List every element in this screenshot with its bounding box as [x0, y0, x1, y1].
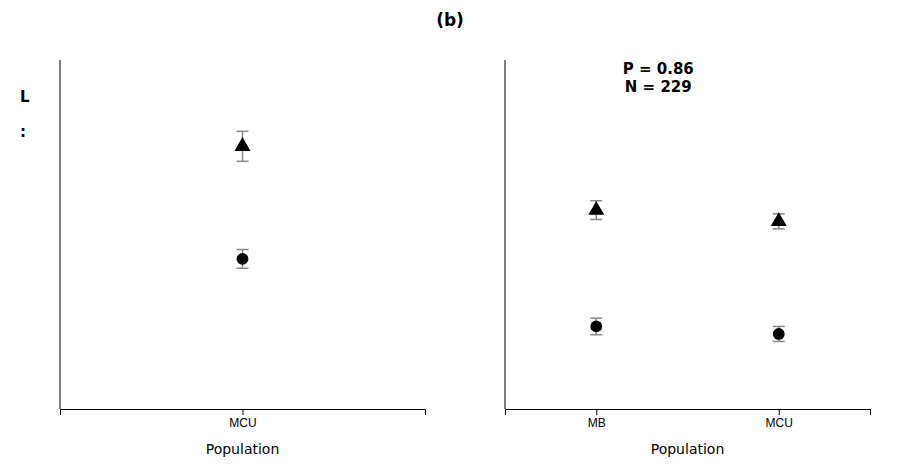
series — [235, 131, 251, 161]
chart-root: MCU Population L: (b) MB MCU Population P = 0.8… — [0, 0, 900, 474]
point — [773, 328, 785, 340]
series — [237, 250, 249, 269]
annotation-line: N = 229 — [625, 78, 692, 96]
y-axis-line — [60, 60, 61, 409]
point — [588, 201, 604, 215]
annotation: P = 0.86N = 229 — [623, 60, 694, 96]
panel: MB MCU Population P = 0.86N = 229 — [505, 60, 871, 457]
error-bar-cap — [590, 219, 602, 221]
series — [590, 318, 785, 341]
x-axis-line — [61, 410, 426, 416]
x-label: Population — [206, 441, 280, 457]
x-tick-mark — [596, 409, 597, 415]
error-bar — [590, 318, 602, 335]
x-tick-label: MCU — [229, 416, 256, 430]
x-axis: MB MCU — [506, 409, 871, 430]
error-bar-cap — [773, 326, 785, 328]
y-axis-line — [505, 60, 506, 409]
x-tick: MB — [588, 409, 606, 430]
error-bar-cap — [237, 268, 249, 270]
x-tick: MCU — [766, 409, 793, 430]
x-tick-mark — [779, 409, 780, 415]
x-tick-label: MCU — [766, 416, 793, 430]
x-axis-line — [506, 410, 871, 416]
error-bar-cap — [590, 317, 602, 319]
annotation: L — [20, 88, 30, 106]
error-bar-cap — [237, 131, 249, 133]
error-bar-cap — [237, 161, 249, 163]
point — [590, 321, 602, 333]
error-bar — [773, 326, 785, 341]
title: (b) — [436, 10, 464, 30]
x-tick: MCU — [229, 409, 256, 430]
annotation-line: : — [20, 123, 26, 141]
x-tick-label: MB — [588, 416, 606, 430]
panel: MCU Population L: — [20, 60, 426, 457]
x-tick-mark — [243, 409, 244, 415]
annotation-line: P = 0.86 — [623, 60, 694, 78]
x-label: Population — [651, 441, 725, 457]
point — [235, 137, 251, 151]
error-bar-cap — [237, 249, 249, 251]
marks — [235, 131, 251, 268]
point — [237, 253, 249, 265]
annotation: : — [20, 123, 26, 141]
error-bar-cap — [773, 341, 785, 343]
error-bar-cap — [590, 334, 602, 336]
error-bar-cap — [773, 228, 785, 230]
error-bar — [237, 250, 249, 269]
x-axis: MCU — [61, 409, 426, 430]
point — [771, 212, 787, 226]
annotation-line: L — [20, 88, 30, 106]
series — [588, 201, 786, 229]
marks — [588, 201, 786, 342]
